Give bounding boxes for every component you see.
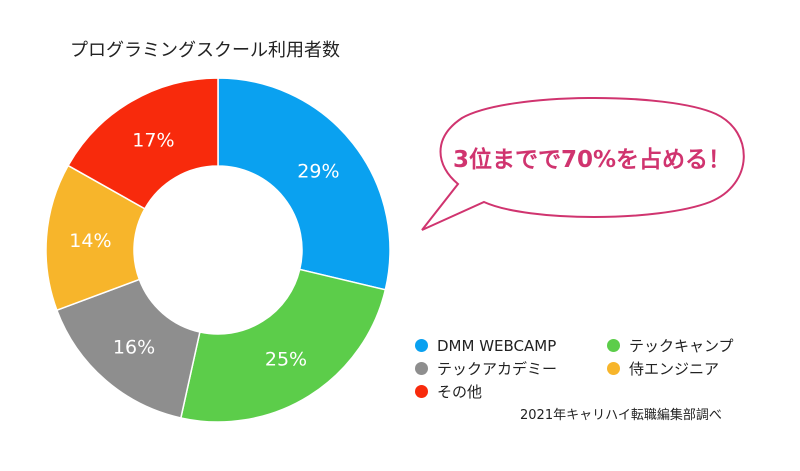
slice-label-0: 29% <box>297 161 339 183</box>
slice-label-3: 14% <box>69 230 111 252</box>
legend-swatch-0 <box>415 339 428 352</box>
slice-1 <box>179 268 387 423</box>
source-note: 2021年キャリハイ転職編集部調べ <box>520 408 722 423</box>
callout-bubble: 3位までで70%を占める！ <box>421 96 745 231</box>
legend: DMM WEBCAMP テックキャンプテックアカデミー 侍エンジニアその他 <box>415 335 775 402</box>
slice-label-4: 17% <box>132 129 174 151</box>
legend-swatch-4 <box>415 385 428 398</box>
legend-item-2: テックアカデミー <box>415 358 607 379</box>
legend-swatch-3 <box>607 362 620 375</box>
legend-label-2: テックアカデミー <box>437 360 558 378</box>
legend-item-3: 侍エンジニア <box>607 358 775 379</box>
slice-0 <box>217 77 391 291</box>
slice-4 <box>67 77 219 210</box>
slice-label-2: 16% <box>113 337 155 359</box>
legend-label-1: テックキャンプ <box>629 337 734 355</box>
legend-item-0: DMM WEBCAMP <box>415 335 607 356</box>
donut-chart: 29% 25% 16% 14% 17% <box>45 77 391 423</box>
legend-label-4: その他 <box>437 383 483 401</box>
legend-swatch-1 <box>607 339 620 352</box>
legend-item-1: テックキャンプ <box>607 335 775 356</box>
legend-swatch-2 <box>415 362 428 375</box>
legend-item-4: その他 <box>415 381 607 402</box>
chart-title: プログラミングスクール利用者数 <box>70 40 340 61</box>
slice-2 <box>55 278 201 419</box>
legend-label-0: DMM WEBCAMP <box>437 336 557 355</box>
callout-text: 3位までで70%を占める！ <box>453 146 731 173</box>
callout-shape <box>421 96 745 231</box>
slice-label-1: 25% <box>265 348 307 370</box>
legend-label-3: 侍エンジニア <box>629 360 720 378</box>
